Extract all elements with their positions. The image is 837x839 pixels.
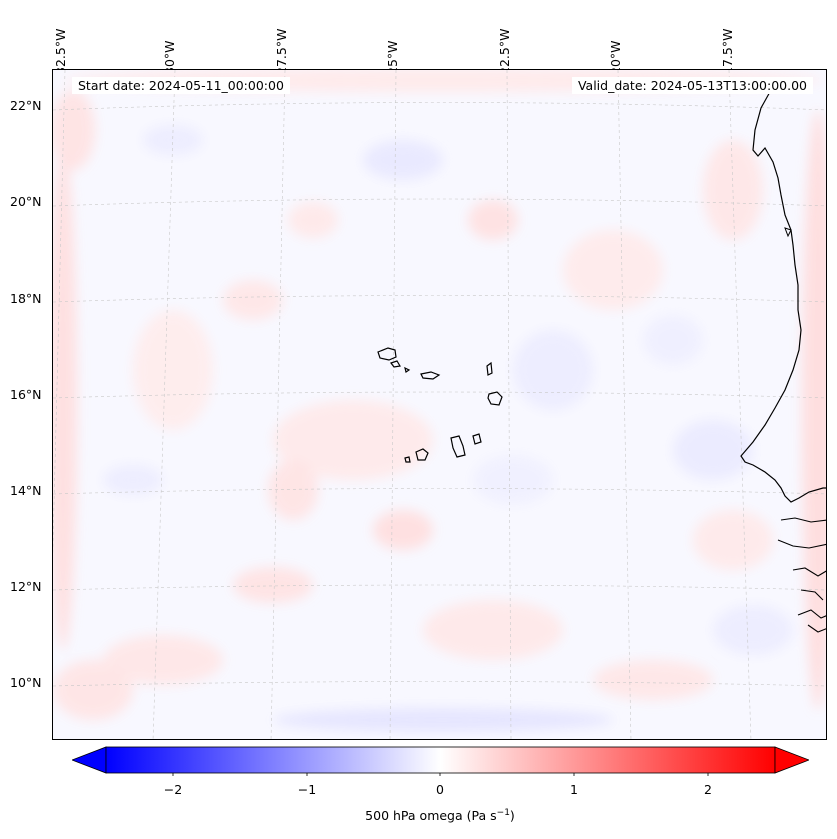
- cape-verde-islands: [377, 347, 503, 463]
- colorbar-variable: 500 hPa omega: [365, 808, 463, 824]
- african-coastline: [740, 89, 826, 503]
- lat-label-10n: 10°N: [10, 675, 42, 690]
- colorbar-tick-marks: [172, 773, 709, 776]
- colorbar-label: 500 hPa omega (Pa s−1): [365, 808, 515, 824]
- omega-colorbar: [72, 746, 809, 776]
- map-panel: [52, 69, 827, 740]
- colorbar-min-extend: [72, 746, 107, 774]
- omega-field-map: [53, 70, 826, 739]
- cape-verde-peninsula: [784, 227, 792, 238]
- lat-label-20n: 20°N: [10, 194, 42, 209]
- valid-date-label: Valid_date: 2024-05-13T13:00:00.00: [571, 77, 813, 94]
- colorbar-tick-1: 1: [570, 782, 578, 797]
- island-sao-vicente: [390, 360, 401, 368]
- lat-label-16n: 16°N: [10, 387, 42, 402]
- island-sao-nicolau: [420, 371, 441, 380]
- colorbar-tick-2: 2: [704, 782, 712, 797]
- colorbar-gradient: [105, 746, 776, 774]
- island-fogo: [415, 448, 429, 461]
- lat-label-14n: 14°N: [10, 483, 42, 498]
- guinea-coastline: [777, 517, 826, 633]
- colorbar-tick-neg2: −2: [163, 782, 183, 797]
- island-santiago: [450, 435, 466, 458]
- graticule: [53, 70, 826, 739]
- start-date-label: Start date: 2024-05-11_00:00:00: [72, 77, 290, 94]
- island-maio: [472, 433, 482, 445]
- lat-label-18n: 18°N: [10, 291, 42, 306]
- colorbar-max-extend: [774, 746, 809, 774]
- colorbar-tick-0: 0: [436, 782, 444, 797]
- island-santo-antao: [377, 347, 397, 361]
- island-boa-vista: [487, 391, 503, 406]
- colorbar-units-exponent: −1: [496, 808, 510, 818]
- lat-label-12n: 12°N: [10, 579, 42, 594]
- island-santa-luzia: [404, 366, 411, 373]
- island-brava: [404, 456, 411, 463]
- omega-shading: [53, 70, 826, 732]
- colorbar-tick-neg1: −1: [297, 782, 317, 797]
- island-sal: [486, 361, 493, 376]
- lat-label-22n: 22°N: [10, 98, 42, 113]
- colorbar-units: Pa s: [471, 808, 497, 824]
